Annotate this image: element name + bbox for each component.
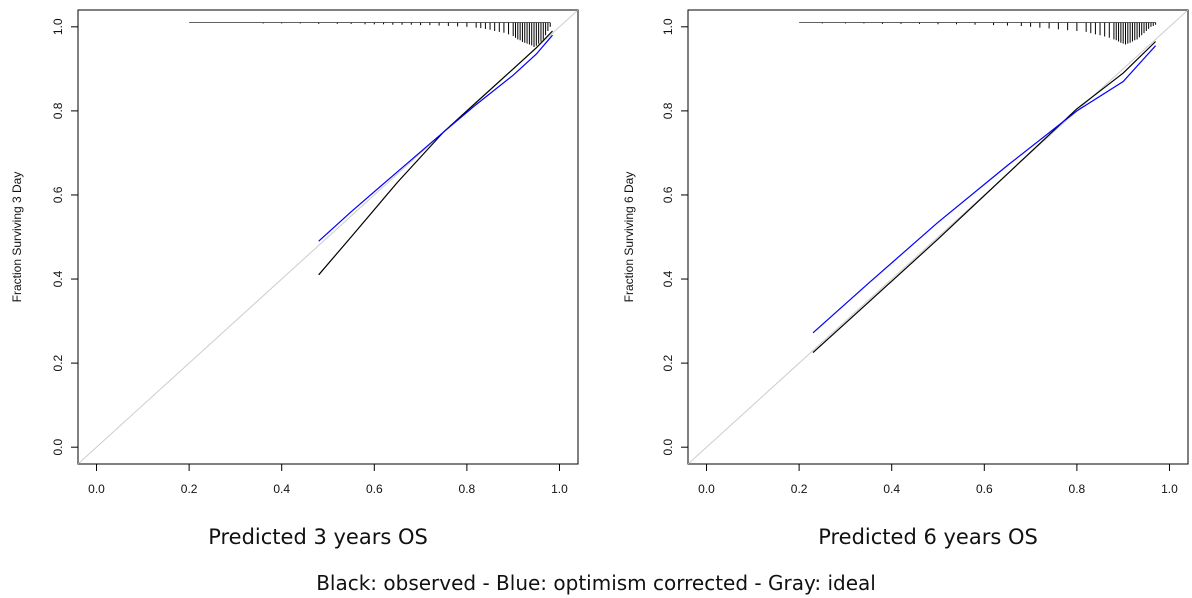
- y-axis-label: Fraction Surviving 3 Day: [10, 172, 24, 303]
- optimism-corrected-line: [812, 45, 1157, 334]
- x-tick-label: 0.6: [366, 482, 383, 496]
- x-tick-label: 0.2: [791, 482, 808, 496]
- x-axis-label: Predicted 3 years OS: [208, 525, 428, 549]
- y-tick-label: 0.4: [51, 270, 65, 287]
- y-tick-label: 1.0: [51, 18, 65, 35]
- y-tick-label: 0.6: [51, 186, 65, 203]
- x-tick-label: 0.8: [459, 482, 476, 496]
- y-tick-label: 0.0: [51, 439, 65, 456]
- optimism-corrected-line: [318, 34, 553, 242]
- figure-caption: Black: observed - Blue: optimism correct…: [316, 571, 876, 595]
- y-tick-label: 0.8: [51, 102, 65, 119]
- plot-frame: [687, 9, 1189, 465]
- observed-line: [812, 41, 1157, 354]
- y-axis-label: Fraction Surviving 6 Day: [622, 172, 636, 303]
- x-tick-label: 0.2: [181, 482, 198, 496]
- x-tick-label: 0.0: [698, 482, 715, 496]
- y-tick-label: 0.0: [661, 439, 675, 456]
- x-tick-label: 0.0: [88, 482, 105, 496]
- x-tick-label: 0.4: [273, 482, 290, 496]
- x-tick-label: 0.6: [976, 482, 993, 496]
- y-tick-label: 0.8: [661, 102, 675, 119]
- y-tick-label: 1.0: [661, 18, 675, 35]
- x-tick-label: 0.8: [1069, 482, 1086, 496]
- x-axis-label: Predicted 6 years OS: [818, 525, 1038, 549]
- x-tick-label: 1.0: [551, 482, 568, 496]
- y-tick-label: 0.4: [661, 270, 675, 287]
- y-tick-label: 0.2: [51, 354, 65, 371]
- x-tick-label: 0.4: [883, 482, 900, 496]
- plot-frame: [77, 9, 579, 465]
- calibration-plot-3-years: 0.0 0.2 0.4 0.6 0.8 1.0 0.0 0.2 0.4 0.6 0.8 1.0 Frac…: [10, 9, 579, 549]
- x-tick-label: 1.0: [1161, 482, 1178, 496]
- observed-line: [318, 30, 553, 276]
- ideal-line: [688, 10, 1188, 464]
- calibration-plot-6-years: 0.0 0.2 0.4 0.6 0.8 1.0 0.0 0.2 0.4 0.6 0.8 1.0 Frac…: [622, 9, 1189, 549]
- y-tick-label: 0.2: [661, 354, 675, 371]
- y-tick-label: 0.6: [661, 186, 675, 203]
